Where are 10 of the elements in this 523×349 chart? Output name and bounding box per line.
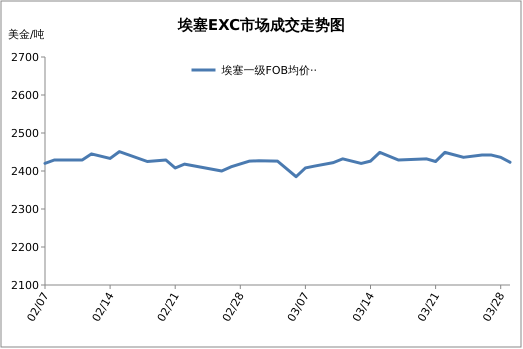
chart-title: 埃塞EXC市场成交走势图 xyxy=(176,16,346,34)
y-tick-label: 2600 xyxy=(11,89,39,102)
y-tick-label: 2400 xyxy=(11,165,39,178)
y-tick-label: 2300 xyxy=(11,203,39,216)
legend-label: 埃塞一级FOB均价·· xyxy=(220,64,318,77)
y-axis-title: 美金/吨 xyxy=(8,28,45,41)
y-tick-label: 2100 xyxy=(11,279,39,292)
y-tick-label: 2200 xyxy=(11,241,39,254)
y-tick-label: 2500 xyxy=(11,127,39,140)
y-tick-label: 2700 xyxy=(11,51,39,64)
